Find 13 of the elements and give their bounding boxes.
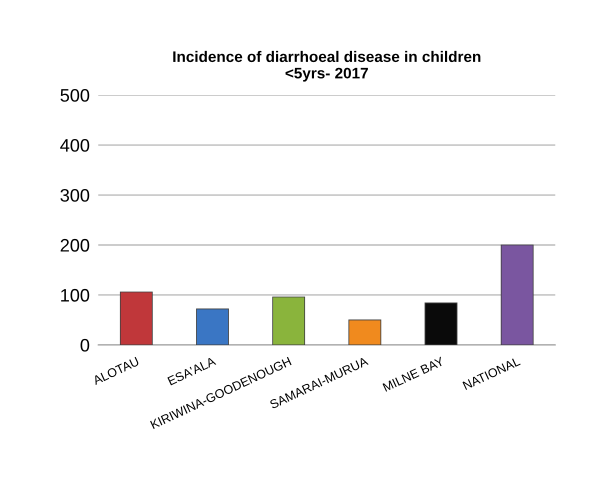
chart-title: Incidence of diarrhoeal disease in children <5yrs- 2017 xyxy=(173,50,480,82)
y-tick-label: 300 xyxy=(60,188,90,202)
bar xyxy=(196,308,229,345)
y-tick-label: 500 xyxy=(60,88,90,102)
bar xyxy=(424,302,458,345)
bar xyxy=(348,320,382,345)
bar xyxy=(500,244,534,345)
bar xyxy=(120,292,153,345)
y-tick-label: 400 xyxy=(60,138,90,152)
y-tick-label: 200 xyxy=(60,238,90,252)
bar xyxy=(272,296,306,345)
y-tick-label: 0 xyxy=(80,338,90,352)
y-tick-label: 100 xyxy=(61,288,90,302)
